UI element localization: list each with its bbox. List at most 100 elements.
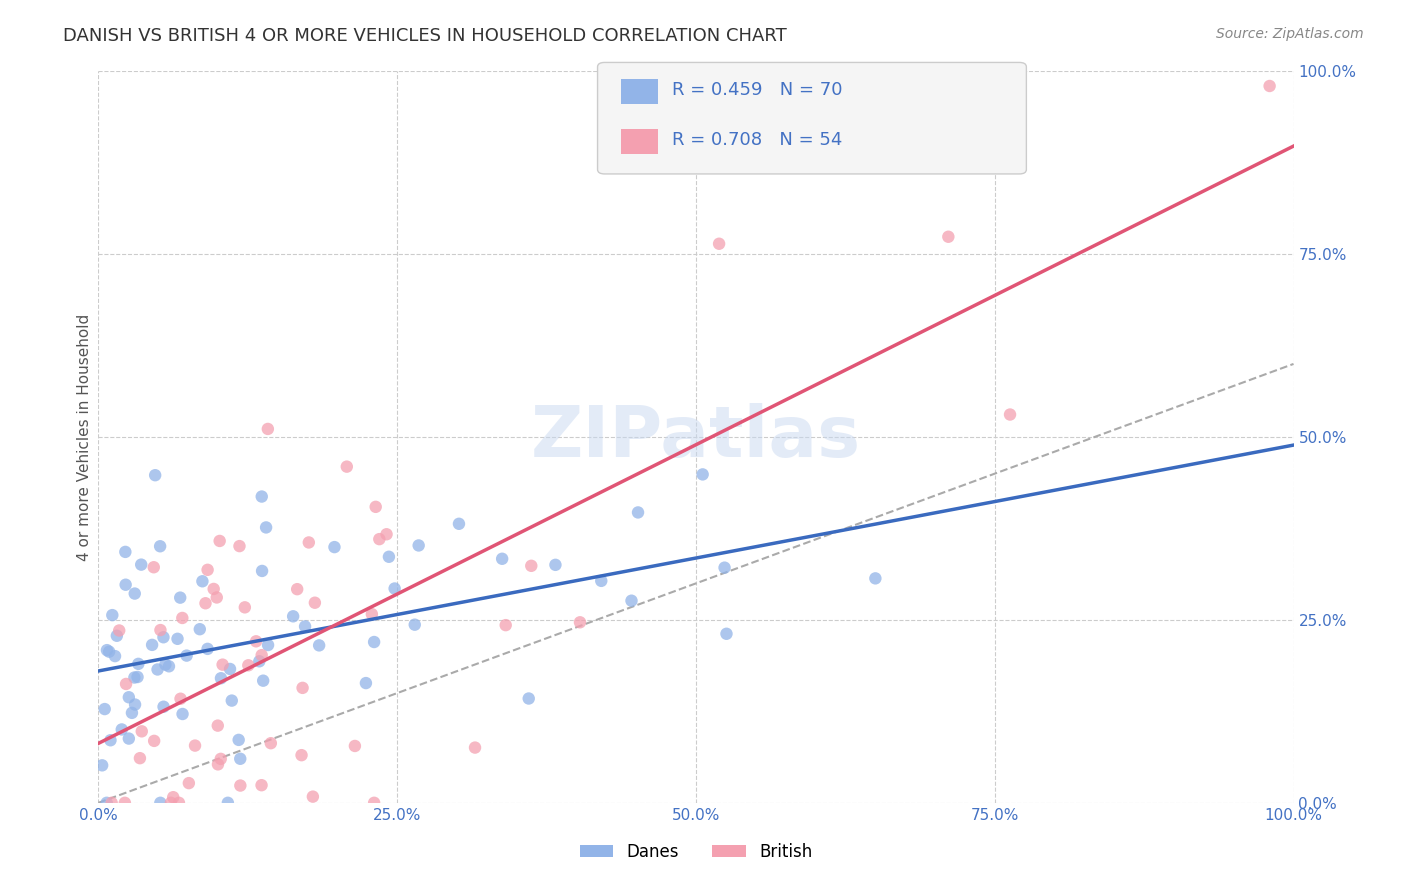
Point [172, 706, 194, 721]
Point [304, 596, 326, 610]
Point [384, 582, 406, 596]
Point [149, 796, 172, 810]
Point [114, 545, 136, 559]
Point [108, 624, 131, 638]
Point [238, 658, 260, 673]
Point [152, 630, 174, 644]
Point [1258, 78, 1281, 93]
Point [143, 734, 166, 748]
Point [141, 638, 163, 652]
Point [491, 551, 513, 566]
Point [998, 408, 1021, 422]
Point [169, 591, 191, 605]
Point [160, 796, 183, 810]
Point [194, 596, 217, 610]
Point [104, 649, 127, 664]
Point [100, 733, 122, 747]
Point [938, 229, 960, 244]
Point [152, 699, 174, 714]
Y-axis label: 4 or more Vehicles in Household: 4 or more Vehicles in Household [77, 313, 91, 561]
Text: R = 0.459   N = 70: R = 0.459 N = 70 [672, 81, 842, 99]
Point [375, 527, 398, 541]
Point [100, 796, 122, 810]
Point [298, 535, 321, 549]
Point [197, 563, 219, 577]
Point [205, 591, 228, 605]
Point [291, 681, 314, 695]
Point [229, 779, 252, 793]
Point [260, 736, 283, 750]
Point [191, 574, 214, 589]
Text: Source: ZipAtlas.com: Source: ZipAtlas.com [1216, 27, 1364, 41]
Point [121, 706, 143, 720]
Point [184, 739, 207, 753]
Point [257, 638, 280, 652]
Point [176, 648, 198, 663]
Point [302, 789, 325, 804]
Point [627, 505, 650, 519]
Point [197, 641, 219, 656]
Text: ZIPatlas: ZIPatlas [531, 402, 860, 472]
Point [252, 673, 274, 688]
Point [308, 639, 330, 653]
Point [378, 549, 401, 564]
Point [250, 564, 273, 578]
Point [124, 698, 146, 712]
Point [408, 538, 430, 552]
Point [211, 657, 233, 672]
Point [544, 558, 567, 572]
Point [520, 558, 543, 573]
Point [323, 540, 346, 554]
Point [101, 608, 124, 623]
Point [245, 634, 267, 648]
Point [131, 724, 153, 739]
Point [124, 586, 146, 600]
Point [228, 539, 250, 553]
Point [157, 659, 180, 673]
Point [713, 560, 735, 574]
Point [209, 752, 232, 766]
Point [91, 758, 114, 772]
Point [364, 500, 387, 514]
Point [149, 623, 172, 637]
Point [96, 796, 118, 810]
Point [96, 643, 118, 657]
Point [114, 796, 136, 810]
Point [143, 468, 166, 483]
Point [169, 691, 191, 706]
Point [447, 516, 470, 531]
Point [166, 632, 188, 646]
Legend: Danes, British: Danes, British [574, 837, 818, 868]
Text: DANISH VS BRITISH 4 OR MORE VEHICLES IN HOUSEHOLD CORRELATION CHART: DANISH VS BRITISH 4 OR MORE VEHICLES IN … [63, 27, 787, 45]
Point [129, 558, 152, 572]
Point [517, 691, 540, 706]
Point [360, 607, 382, 621]
Point [250, 648, 273, 662]
Text: R = 0.708   N = 54: R = 0.708 N = 54 [672, 131, 842, 149]
Point [202, 582, 225, 596]
Point [209, 671, 232, 685]
Point [290, 748, 312, 763]
Point [228, 732, 250, 747]
Point [257, 422, 280, 436]
Point [354, 676, 377, 690]
Point [336, 459, 359, 474]
Point [464, 740, 486, 755]
Point [142, 560, 165, 574]
Point [118, 731, 141, 746]
Point [404, 617, 426, 632]
Point [569, 615, 592, 630]
Point [207, 718, 229, 732]
Point [111, 723, 134, 737]
Point [620, 593, 643, 607]
Point [124, 671, 146, 685]
Point [363, 635, 385, 649]
Point [93, 702, 115, 716]
Point [250, 778, 273, 792]
Point [149, 539, 172, 553]
Point [294, 619, 316, 633]
Point [98, 645, 121, 659]
Point [208, 533, 231, 548]
Point [217, 796, 239, 810]
Point [707, 236, 730, 251]
